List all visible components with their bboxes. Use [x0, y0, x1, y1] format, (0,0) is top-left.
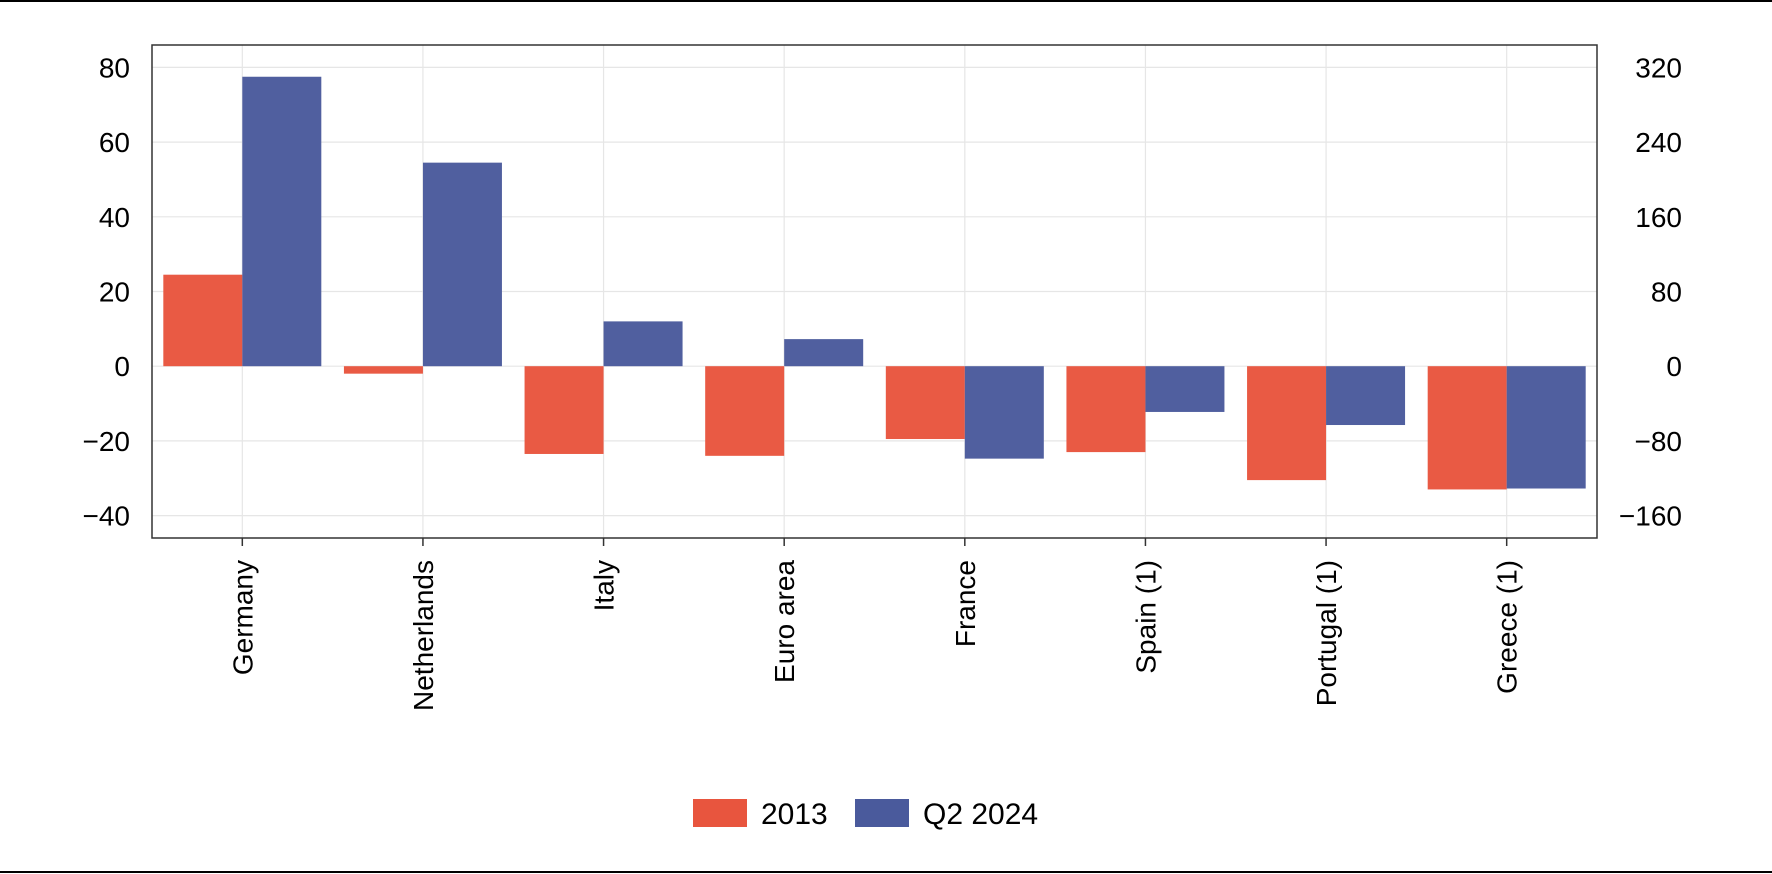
bar-2013-spain-1-: [1066, 366, 1146, 453]
bar-q2-2024-portugal-1-: [1326, 366, 1406, 426]
bar-q2-2024-netherlands: [422, 162, 502, 367]
x-category-label: Germany: [227, 560, 258, 675]
bar-2013-netherlands: [343, 366, 423, 374]
right-y-tick-label: 80: [1651, 277, 1682, 308]
bar-q2-2024-spain-1-: [1145, 366, 1225, 412]
left-y-tick-label: 40: [99, 202, 130, 233]
bar-2013-euro-area: [705, 366, 785, 456]
left-y-tick-label: 80: [99, 52, 130, 83]
bar-2013-france: [885, 366, 965, 440]
bar-2013-portugal-1-: [1247, 366, 1327, 481]
right-y-tick-label: 240: [1635, 127, 1682, 158]
x-category-label: Greece (1): [1492, 560, 1523, 694]
bar-q2-2024-germany: [242, 76, 322, 367]
legend-swatch: [855, 799, 909, 827]
bar-2013-germany: [163, 274, 243, 367]
legend-label: 2013: [761, 798, 828, 831]
right-y-tick-label: −80: [1635, 426, 1683, 457]
right-y-tick-label: 0: [1666, 351, 1682, 382]
right-y-tick-label: −160: [1619, 501, 1682, 532]
x-axis-categories: Germany Netherlands Italy Euro area France Sp…: [227, 538, 1523, 711]
left-y-tick-label: 60: [99, 127, 130, 158]
plot-frame: [151, 44, 1598, 539]
bar-2013-italy: [524, 366, 604, 454]
right-y-axis: 320 240 160 80 0 −80 −160: [1619, 52, 1682, 531]
x-category-label: Portugal (1): [1311, 560, 1342, 706]
left-y-tick-label: 0: [114, 351, 130, 382]
bar-q2-2024-greece-1-: [1506, 366, 1586, 489]
bar-q2-2024-italy: [603, 321, 683, 367]
x-category-label: Italy: [589, 560, 620, 611]
x-category-label: Netherlands: [408, 560, 439, 711]
legend: 2013 Q2 2024: [693, 798, 1038, 831]
x-category-label: Euro area: [769, 560, 800, 683]
top-border-line: [0, 0, 1772, 2]
bottom-border-line: [0, 871, 1772, 873]
bar-2013-greece-1-: [1427, 366, 1507, 490]
right-y-tick-label: 160: [1635, 202, 1682, 233]
legend-label: Q2 2024: [923, 798, 1038, 831]
grid-lines: [152, 45, 1597, 538]
right-y-tick-label: 320: [1635, 52, 1682, 83]
bars: [163, 76, 1586, 490]
left-y-tick-label: 20: [99, 277, 130, 308]
left-y-axis: 80 60 40 20 0 −20 −40: [83, 52, 131, 531]
x-category-label: Spain (1): [1130, 560, 1161, 674]
left-y-tick-label: −40: [83, 501, 131, 532]
left-y-tick-label: −20: [83, 426, 131, 457]
bar-q2-2024-france: [964, 366, 1044, 459]
legend-swatch: [693, 799, 747, 827]
x-category-label: France: [950, 560, 981, 647]
bar-q2-2024-euro-area: [784, 339, 864, 367]
